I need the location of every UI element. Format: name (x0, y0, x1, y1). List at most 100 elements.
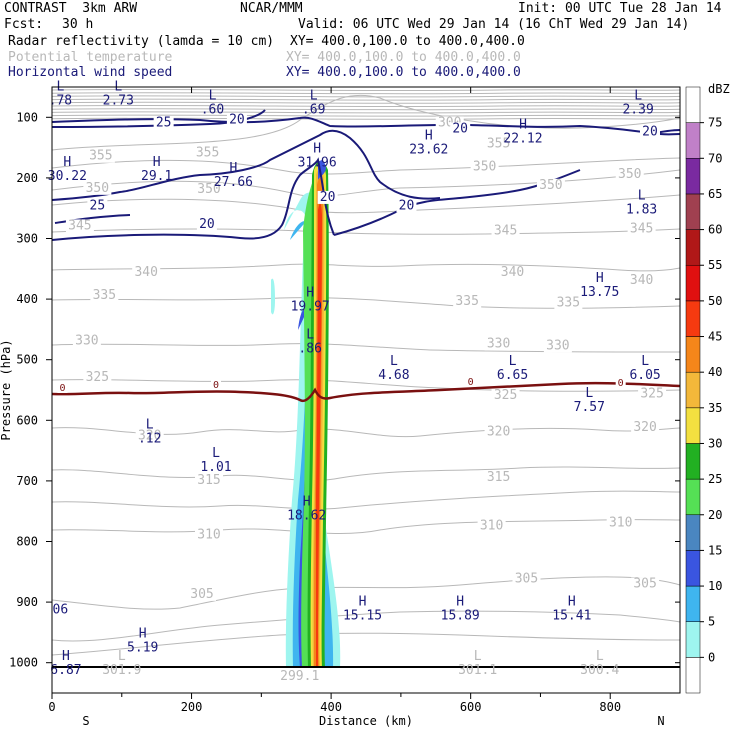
theta-label-bg (554, 296, 583, 310)
field-reflectivity-xy: XY= 400.0,100.0 to 400.0,400.0 (290, 34, 525, 49)
theta-contour-345 (52, 228, 680, 235)
extremum-value: 4.68 (378, 368, 409, 383)
wind-contour-25-upper (52, 116, 680, 136)
theta-label-bg (195, 473, 223, 487)
extremum-type: L (310, 88, 318, 103)
theta-label: 340 (501, 265, 524, 280)
x-axis-label: Distance (km) (319, 714, 413, 728)
extremum-type: H (303, 494, 311, 509)
x-tick-label: 600 (460, 700, 482, 714)
field-theta: Potential temperature (8, 50, 173, 65)
extremum-value: 6.05 (629, 368, 660, 383)
theta-label: 350 (618, 167, 641, 182)
theta-label: 305 (633, 577, 656, 592)
theta-contour-310 (52, 519, 680, 534)
theta-label-bg (536, 178, 565, 192)
theta-label-bg (83, 181, 112, 195)
extremum-value: 299.1 (280, 669, 319, 684)
y-tick-label: 400 (16, 292, 38, 306)
wind-label: 20 (642, 124, 658, 139)
extremum-type: L (638, 188, 646, 203)
stratosphere-theta-line (52, 114, 680, 117)
theta-label: 355 (196, 146, 219, 161)
wind-contour-25-lower (52, 129, 441, 201)
colorbar-swatch (685, 336, 701, 373)
colorbar-swatch (685, 478, 701, 516)
colorbar-level-label: 65 (708, 187, 722, 201)
reflectivity-detached-cell (271, 278, 275, 315)
theta-label: 355 (487, 137, 510, 152)
extremum-value: .60 (201, 102, 224, 117)
reflectivity-fill-50dbz (316, 203, 322, 668)
wind-label-bg (196, 218, 217, 232)
extremum-value: 30.22 (48, 169, 87, 184)
theta-contour-315 (52, 490, 680, 510)
theta-label-bg (638, 387, 667, 401)
theta-label: 320 (487, 424, 510, 439)
extremum-value: 22.12 (503, 131, 542, 146)
extremum-value: 6.65 (497, 368, 528, 383)
field-wind-xy: XY= 400.0,100.0 to 400.0,400.0 (286, 65, 521, 80)
y-tick-label: 300 (16, 232, 38, 246)
theta-label-bg (627, 222, 656, 236)
colorbar-level-label: 40 (708, 365, 722, 379)
zero-label: 0 (213, 380, 219, 391)
theta-label-bg (83, 370, 112, 384)
theta-label-bg (193, 146, 222, 160)
theta-label-bg (491, 224, 520, 238)
colorbar-swatch (685, 122, 701, 159)
theta-label-bg (195, 183, 223, 197)
extremum-type: L (390, 354, 398, 369)
extremum-type: L (585, 386, 593, 401)
extremum-type: H (568, 594, 576, 609)
stratosphere-theta-line (52, 98, 680, 101)
zero-label-bg (465, 375, 476, 387)
wind-contour-20-upper-left (52, 109, 266, 128)
theta-label-bg (606, 516, 635, 530)
wind-label-bg (396, 199, 417, 213)
wind-label: 20 (229, 112, 245, 127)
x-axis: 0 200 400 600 800 (48, 87, 621, 714)
colorbar-level-label: 15 (708, 543, 722, 557)
extremum-type: H (139, 626, 147, 641)
theta-label: 335 (455, 294, 478, 309)
x-tick-label: 200 (181, 700, 203, 714)
y-tick-label: 900 (16, 595, 38, 609)
center-name: NCAR/MMM (240, 1, 303, 16)
extremum-value: .78 (49, 93, 72, 108)
extremum-type: H (153, 155, 161, 170)
colorbar-level-label: 60 (708, 223, 722, 237)
theta-contour-340 (52, 263, 680, 272)
extremum-value: 19.97 (291, 299, 330, 314)
theta-label: 310 (609, 515, 632, 530)
theta-label: 345 (494, 223, 517, 238)
y-tick-label: 500 (16, 353, 38, 367)
colorbar-swatch (685, 229, 701, 266)
extremum-value: 2.73 (103, 93, 134, 108)
zero-label: 0 (618, 378, 624, 389)
extremum-value: 5.19 (127, 640, 158, 655)
y-tick-label: 100 (16, 110, 38, 124)
theta-label-bg (512, 572, 541, 586)
wind-label-bg (87, 199, 108, 213)
field-theta-xy: XY= 400.0,100.0 to 400.0,400.0 (286, 50, 521, 65)
extremum-value: 18.62 (287, 508, 326, 523)
colorbar-level-label: 75 (708, 116, 722, 130)
y-tick-label: 200 (16, 171, 38, 185)
stratosphere-theta-line (52, 111, 680, 114)
extremum-type: H (519, 117, 527, 132)
theta-label: 315 (487, 470, 510, 485)
theta-label-bg (484, 337, 513, 351)
theta-label: 335 (93, 288, 116, 303)
x-tick-label: 0 (48, 700, 55, 714)
init-time: Init: 00 UTC Tue 28 Jan 14 (518, 1, 722, 16)
extremum-type: L (146, 417, 154, 432)
colorbar-level-label: 35 (708, 401, 722, 415)
extremum-value: 300.4 (580, 663, 619, 678)
theta-label: 325 (86, 370, 109, 385)
extremum-value: .69 (302, 102, 325, 117)
extremum-type: L (118, 649, 126, 664)
colorbar-level-label: 45 (708, 330, 722, 344)
colorbar-level-label: 10 (708, 579, 722, 593)
theta-contour-348 (52, 194, 680, 214)
